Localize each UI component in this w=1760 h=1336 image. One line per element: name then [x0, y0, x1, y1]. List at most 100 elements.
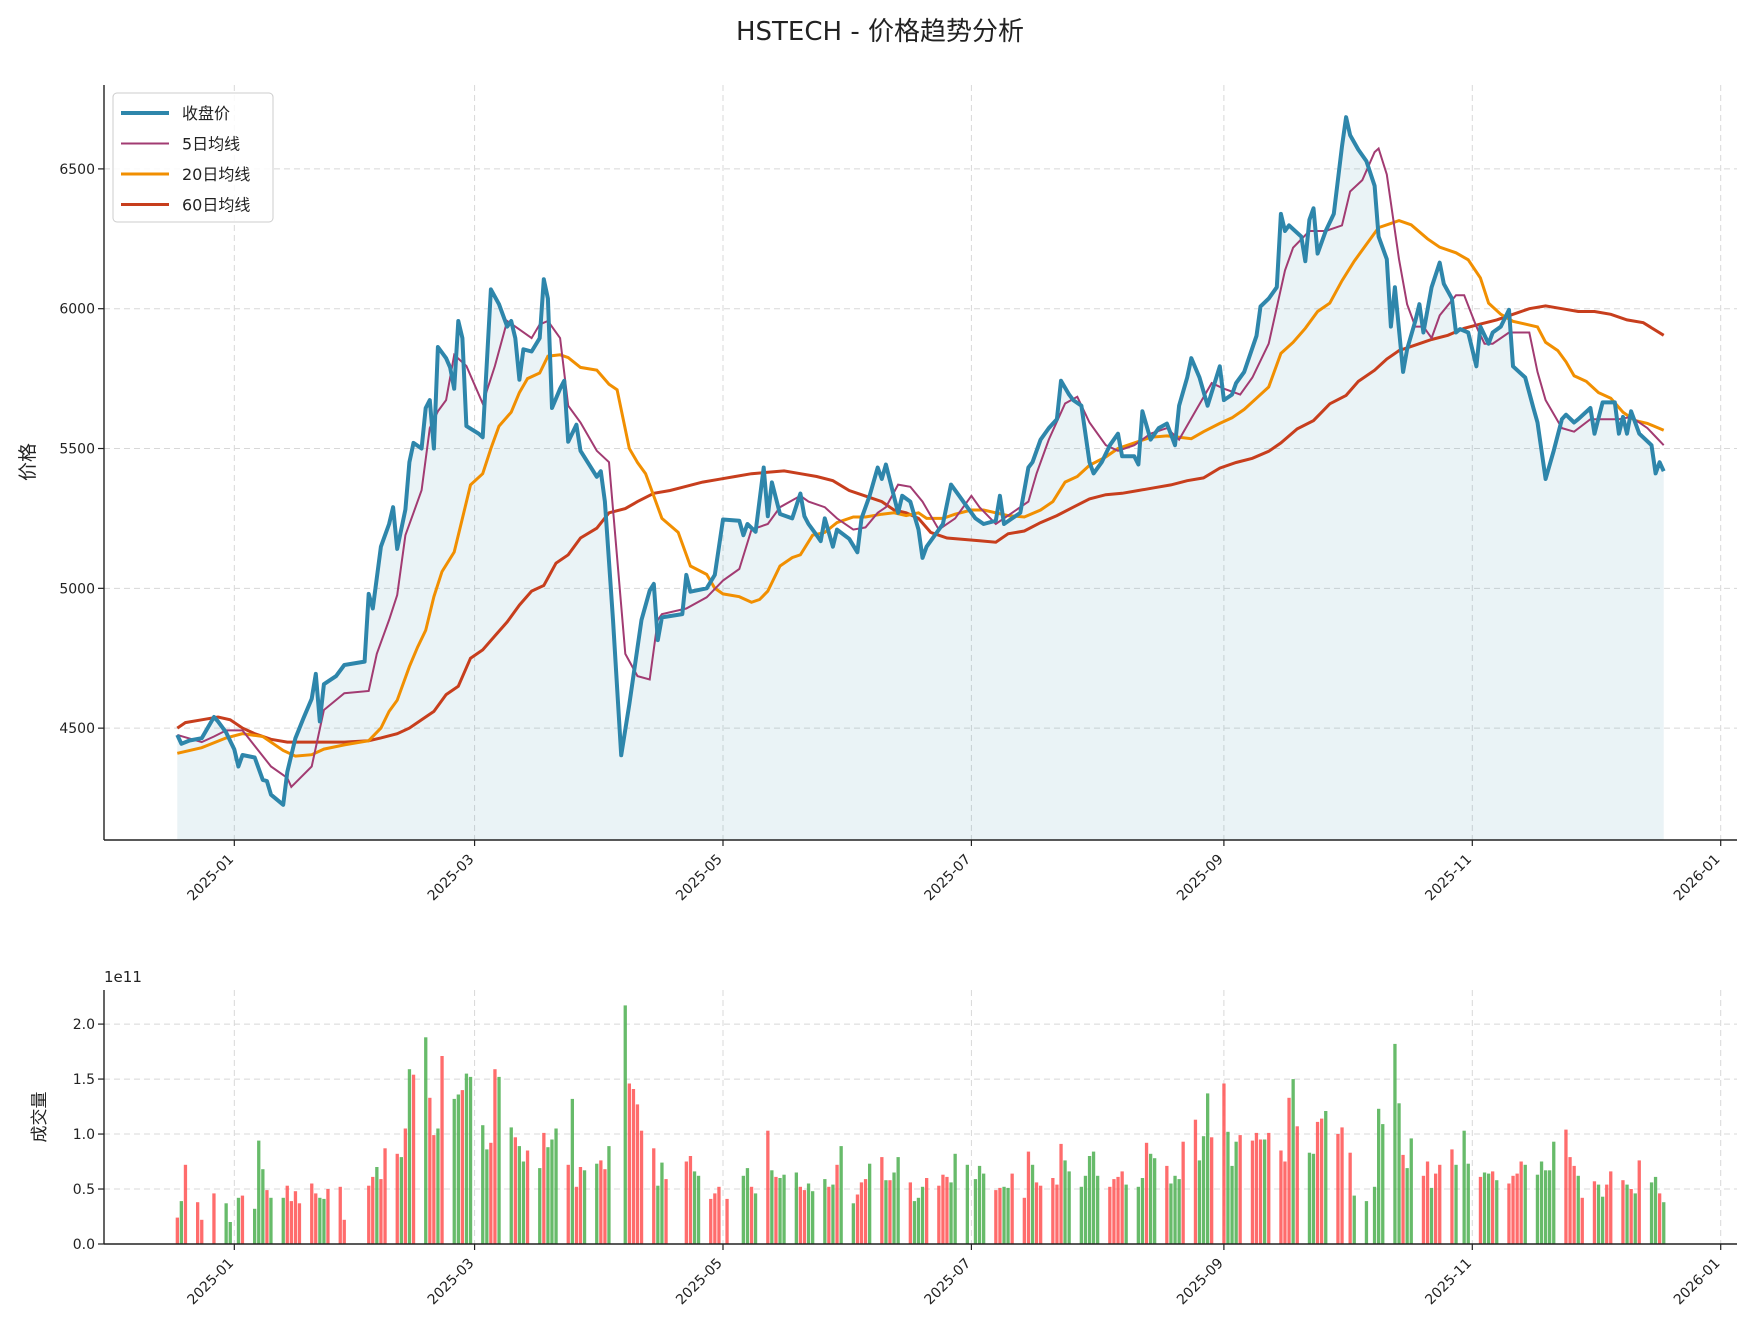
- volume-bar: [684, 1161, 688, 1244]
- volume-bar: [1580, 1197, 1584, 1244]
- volume-bar: [1169, 1183, 1173, 1244]
- y-tick-label: 0.0: [73, 1237, 95, 1253]
- volume-bar: [688, 1156, 693, 1244]
- volume-bar: [1311, 1153, 1316, 1244]
- volume-bar: [375, 1167, 379, 1244]
- volume-bar: [428, 1097, 432, 1244]
- volume-bar: [481, 1125, 485, 1244]
- volume-bar: [265, 1190, 269, 1244]
- volume-bar: [554, 1128, 558, 1244]
- ma20-line: [176, 219, 1665, 758]
- volume-bar: [1336, 1134, 1340, 1244]
- volume-bar: [623, 1005, 627, 1244]
- volume-bar: [627, 1083, 631, 1244]
- volume-bar: [1572, 1165, 1576, 1244]
- x-tick-label: 2026-01: [1671, 852, 1724, 905]
- y-tick-label: 5500: [59, 442, 95, 458]
- volume-bar: [884, 1180, 888, 1244]
- volume-bar: [261, 1169, 265, 1244]
- x-tick-label: 2025-01: [184, 1256, 237, 1309]
- volume-bar: [1482, 1172, 1487, 1244]
- volume-bar: [175, 1217, 179, 1244]
- volume-bar: [1039, 1185, 1043, 1244]
- volume-bar: [236, 1197, 241, 1244]
- volume-bar: [1637, 1160, 1641, 1244]
- volume-bar: [1287, 1097, 1291, 1244]
- volume-bar: [639, 1130, 644, 1244]
- volume-bar: [489, 1142, 493, 1244]
- volume-bar: [310, 1183, 314, 1244]
- volume-axes: 2025-01 2025-03 2025-05 2025-07 2025-09 2025-…: [30, 968, 1737, 1308]
- volume-bar: [937, 1185, 941, 1244]
- volume-bar: [1434, 1173, 1438, 1244]
- volume-bar: [599, 1160, 603, 1244]
- volume-bar: [297, 1203, 302, 1244]
- volume-bar: [521, 1161, 526, 1244]
- volume-bar: [436, 1128, 440, 1244]
- volume-bar: [1034, 1182, 1039, 1244]
- volume-bar: [1511, 1175, 1515, 1244]
- chart-title: HSTECH - 价格趋势分析: [736, 17, 1024, 47]
- volume-bar: [1295, 1126, 1299, 1244]
- volume-bar: [1548, 1170, 1552, 1244]
- volume-bar: [982, 1173, 986, 1244]
- x-tick-label: 2025-07: [922, 852, 975, 905]
- volume-bar: [1601, 1196, 1605, 1244]
- volume-bar: [228, 1222, 232, 1244]
- volume-bar: [395, 1153, 399, 1244]
- volume-bar: [460, 1090, 464, 1244]
- volume-bar: [285, 1185, 289, 1244]
- volume-bar: [212, 1193, 216, 1244]
- volume-bar: [908, 1182, 912, 1244]
- legend-entry: 60日均线: [182, 196, 250, 215]
- volume-bar: [1108, 1186, 1112, 1244]
- volume-bar: [1091, 1151, 1096, 1244]
- volume-bar: [253, 1208, 257, 1244]
- volume-bar: [709, 1198, 713, 1244]
- volume-bar: [513, 1137, 517, 1244]
- volume-bar: [839, 1146, 843, 1244]
- volume-bar: [660, 1162, 664, 1244]
- volume-bar: [1625, 1184, 1629, 1244]
- volume-bar: [998, 1187, 1002, 1244]
- volume-bar: [1258, 1139, 1263, 1244]
- volume-bar: [859, 1182, 864, 1244]
- volume-bar: [1539, 1161, 1544, 1244]
- volume-bar: [538, 1168, 542, 1244]
- volume-bar: [1462, 1130, 1466, 1244]
- volume-bar: [1381, 1124, 1385, 1244]
- volume-bar: [713, 1193, 717, 1244]
- volume-bar: [1087, 1156, 1092, 1244]
- volume-bar: [953, 1153, 957, 1244]
- volume-bar: [945, 1176, 949, 1244]
- y-tick-label: 2.0: [73, 1017, 95, 1033]
- volume-bar: [1055, 1184, 1059, 1244]
- volume-bar: [896, 1157, 900, 1244]
- volume-bar: [1022, 1197, 1026, 1244]
- volume-bar: [1263, 1139, 1267, 1244]
- volume-bar: [1576, 1175, 1580, 1244]
- volume-bar: [1201, 1136, 1206, 1244]
- volume-bar: [456, 1094, 460, 1244]
- volume-bar: [257, 1140, 261, 1244]
- volume-bar: [293, 1191, 298, 1244]
- x-tick-label: 2025-03: [425, 852, 478, 905]
- volume-bar: [977, 1165, 982, 1244]
- volume-bar: [1438, 1164, 1442, 1244]
- volume-bar: [240, 1195, 245, 1244]
- volume-bar: [342, 1219, 346, 1244]
- volume-bar: [1063, 1160, 1067, 1244]
- legend-entry: 5日均线: [182, 135, 240, 154]
- volume-bar: [802, 1190, 807, 1244]
- volume-bar: [1372, 1186, 1377, 1244]
- volume-bar: [1592, 1181, 1597, 1244]
- volume-bar: [566, 1164, 570, 1244]
- volume-bar: [509, 1127, 513, 1244]
- volume-bar: [782, 1174, 786, 1244]
- volume-bar: [741, 1175, 745, 1244]
- volume-bar: [440, 1056, 444, 1244]
- volume-bar: [1466, 1163, 1470, 1244]
- volume-bar: [1495, 1180, 1499, 1244]
- volume-bar: [1116, 1176, 1120, 1244]
